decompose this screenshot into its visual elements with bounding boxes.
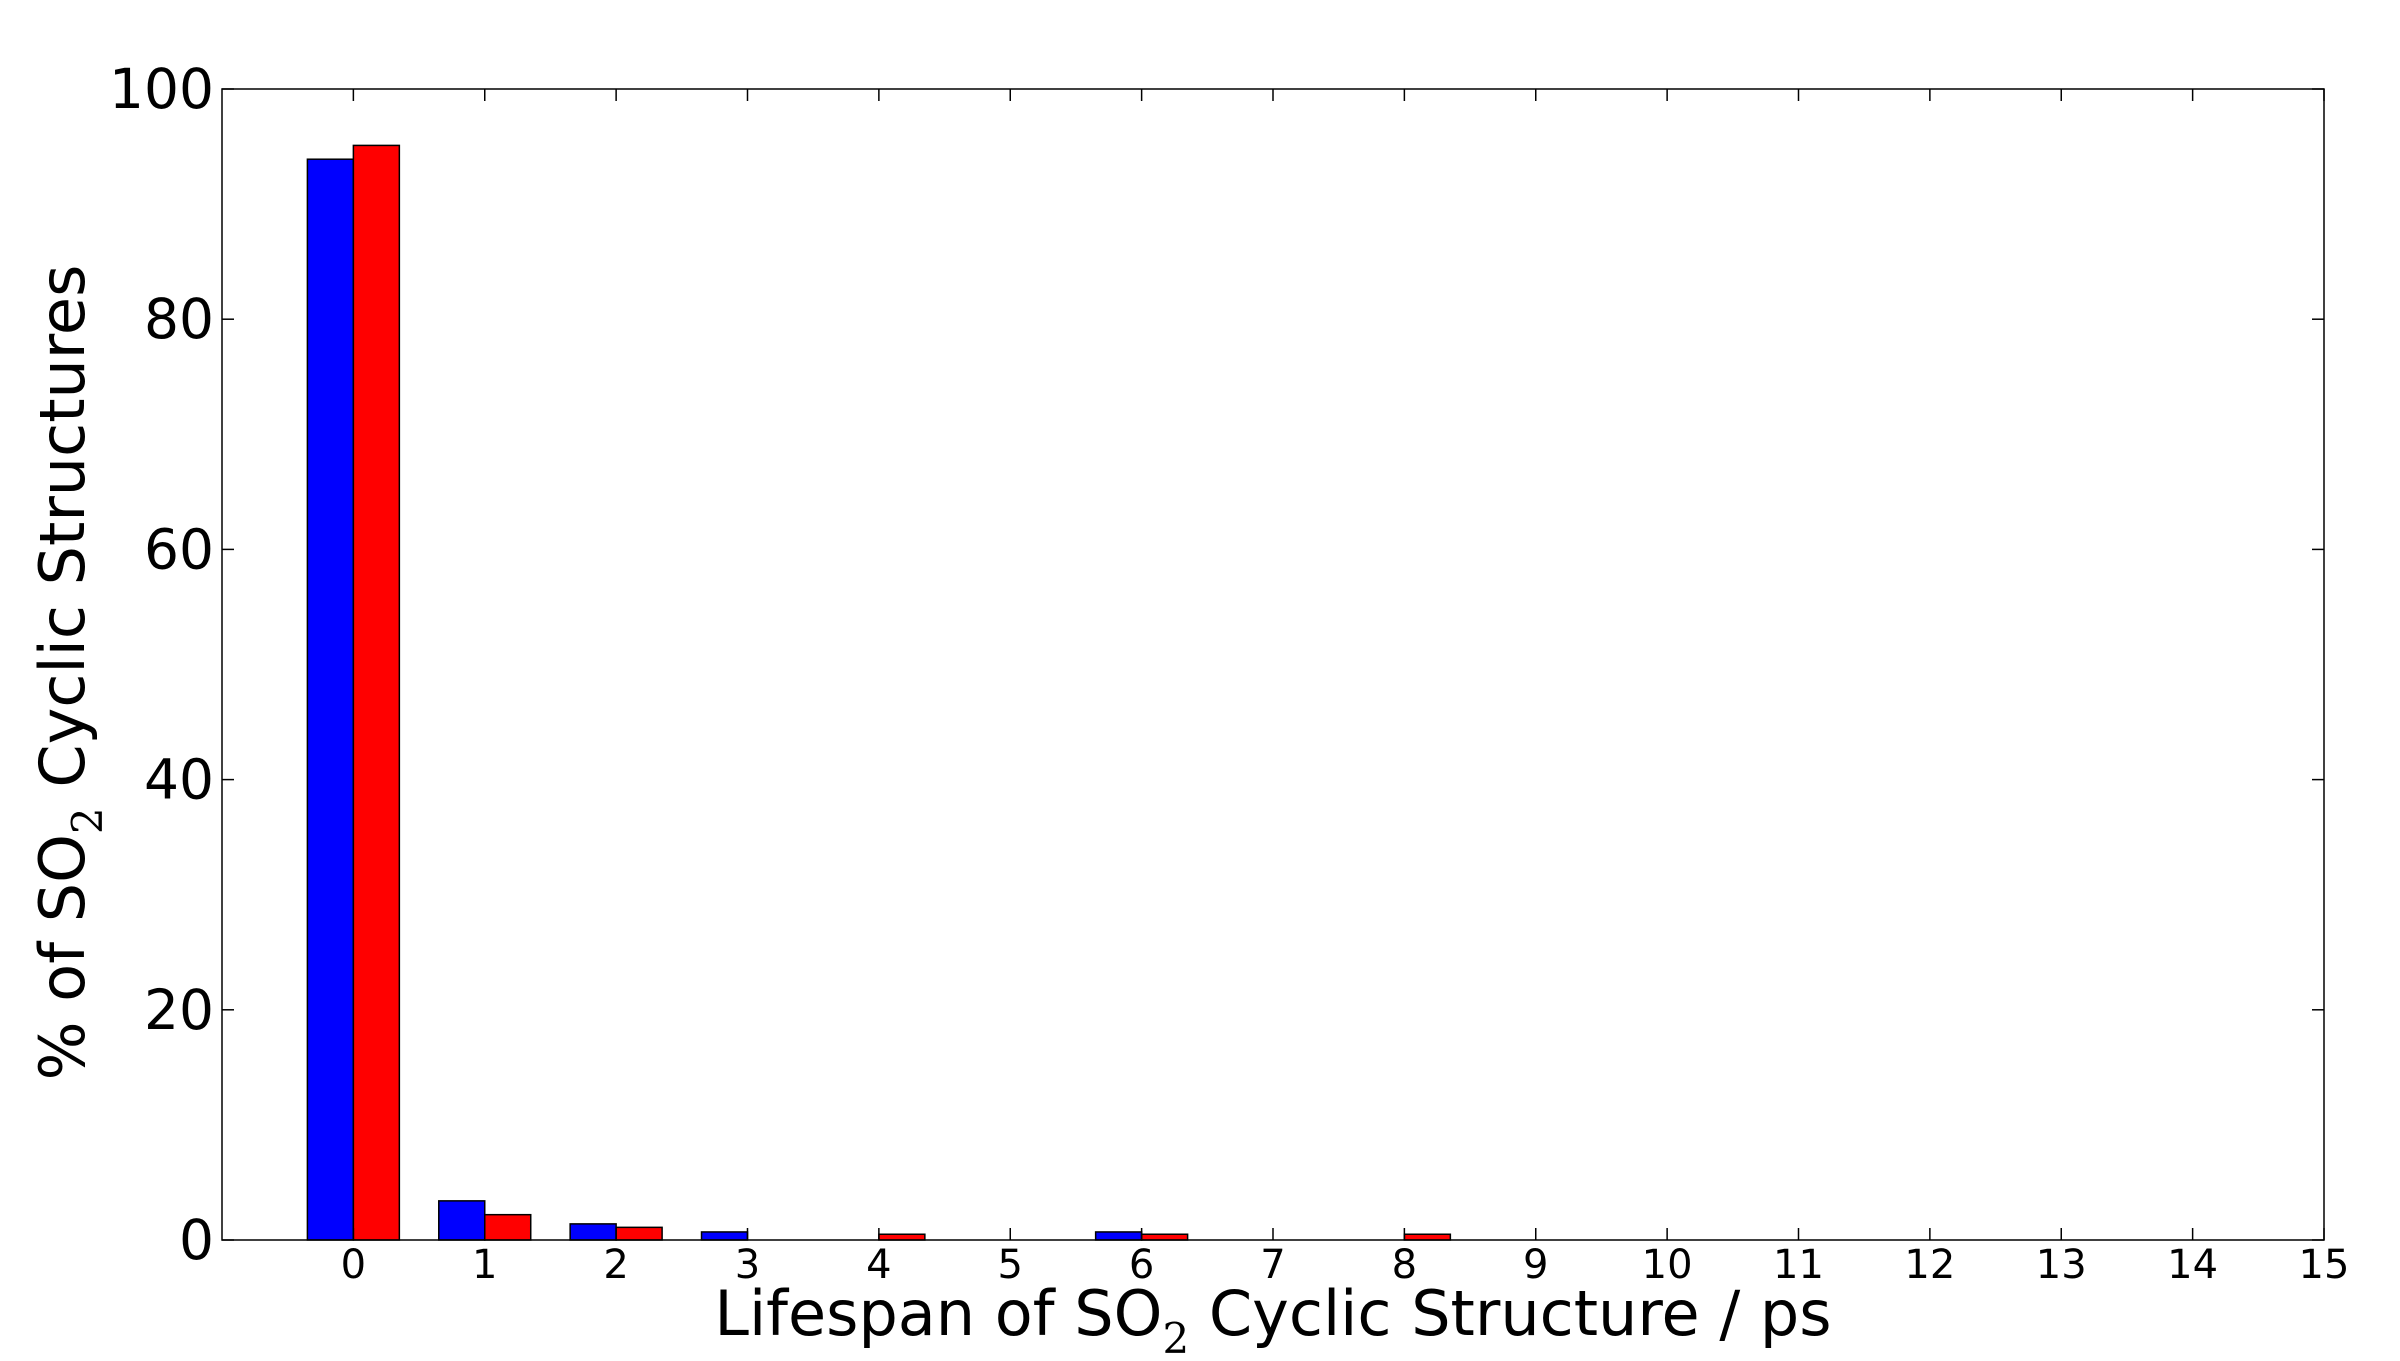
y-axis-title: % of SO2 Cyclic Structures: [26, 265, 112, 1081]
x-tick-label-12: 12: [1904, 1242, 1955, 1288]
x-tick-label-10: 10: [1642, 1242, 1693, 1288]
y-axis-title-before: % of SO: [26, 834, 99, 1080]
x-tick-label-3: 3: [735, 1242, 760, 1288]
x-tick-label-4: 4: [866, 1242, 891, 1288]
bar-series2-x4: [878, 1233, 926, 1241]
x-axis-title: Lifespan of SO2 Cyclic Structure / ps: [714, 1277, 1831, 1361]
y-tick-label-80: 80: [144, 287, 214, 351]
bar-series1-x1: [438, 1200, 486, 1241]
bar-series1-x2: [569, 1223, 617, 1241]
y-tick-label-20: 20: [144, 978, 214, 1042]
y-axis-title-subscript: 2: [63, 807, 112, 834]
bar-series2-x1: [484, 1213, 532, 1241]
bar-series2-x6: [1140, 1233, 1189, 1241]
y-tick-label-0: 0: [179, 1208, 214, 1272]
y-tick-label-60: 60: [144, 517, 214, 581]
x-tick-label-8: 8: [1392, 1242, 1417, 1288]
y-tick-label-100: 100: [109, 57, 214, 121]
bars-group: [306, 144, 1452, 1241]
x-tick-label-9: 9: [1523, 1242, 1548, 1288]
x-axis-title-subscript: 2: [1162, 1314, 1189, 1361]
x-tick-label-14: 14: [2167, 1242, 2218, 1288]
x-tick-label-13: 13: [2036, 1242, 2087, 1288]
x-tick-label-5: 5: [998, 1242, 1023, 1288]
bar-series2-x0: [352, 144, 401, 1241]
x-tick-label-2: 2: [603, 1242, 628, 1288]
x-tick-label-11: 11: [1773, 1242, 1824, 1288]
y-axis-title-after: Cyclic Structures: [26, 265, 99, 808]
bar-series2-x8: [1403, 1233, 1452, 1241]
x-tick-label-0: 0: [341, 1242, 366, 1288]
x-axis-title-before: Lifespan of SO: [714, 1277, 1162, 1350]
y-tick-label-40: 40: [144, 748, 214, 812]
x-tick-label-7: 7: [1260, 1242, 1285, 1288]
bar-series1-x6: [1094, 1231, 1143, 1241]
x-tick-label-6: 6: [1129, 1242, 1154, 1288]
bar-series2-x2: [615, 1226, 663, 1241]
bar-series1-x0: [306, 158, 355, 1241]
ticks-group: [222, 88, 2325, 1241]
x-tick-label-15: 15: [2299, 1242, 2350, 1288]
x-axis-title-after: Cyclic Structure / ps: [1189, 1277, 1831, 1350]
bar-series1-x3: [700, 1231, 749, 1241]
x-tick-label-1: 1: [472, 1242, 497, 1288]
